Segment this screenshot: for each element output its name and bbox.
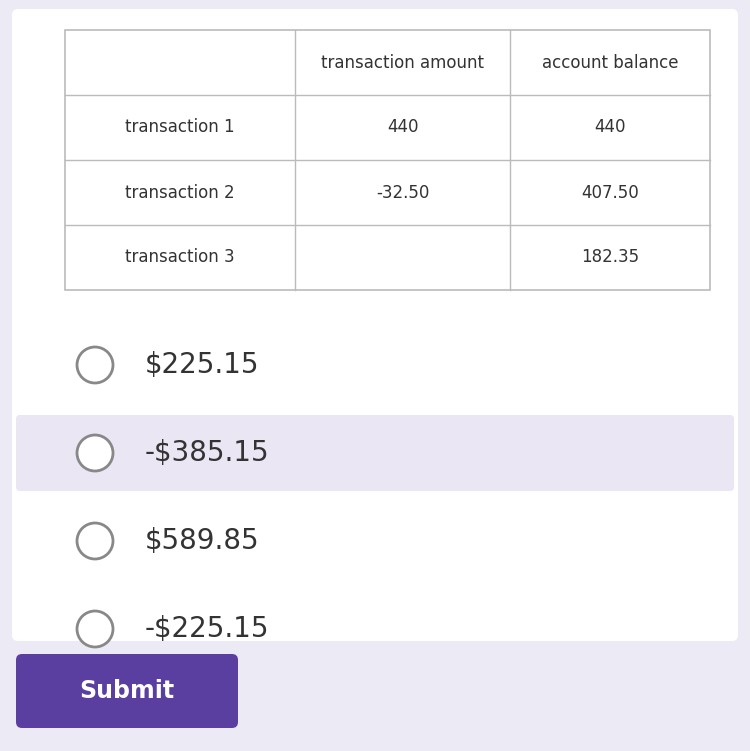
FancyBboxPatch shape	[16, 415, 734, 491]
Text: 407.50: 407.50	[581, 183, 639, 201]
Text: Submit: Submit	[80, 679, 175, 703]
Text: account balance: account balance	[542, 53, 678, 71]
Text: transaction 3: transaction 3	[125, 249, 235, 267]
Circle shape	[77, 523, 113, 559]
Text: 182.35: 182.35	[581, 249, 639, 267]
Text: -32.50: -32.50	[376, 183, 429, 201]
Text: 440: 440	[594, 119, 626, 137]
Text: $589.85: $589.85	[145, 527, 260, 555]
Text: $225.15: $225.15	[145, 351, 260, 379]
Circle shape	[77, 435, 113, 471]
Text: transaction amount: transaction amount	[321, 53, 484, 71]
FancyBboxPatch shape	[16, 654, 238, 728]
Circle shape	[77, 611, 113, 647]
Text: -$385.15: -$385.15	[145, 439, 270, 467]
Text: 440: 440	[387, 119, 418, 137]
Circle shape	[77, 347, 113, 383]
Text: transaction 2: transaction 2	[125, 183, 235, 201]
Text: transaction 1: transaction 1	[125, 119, 235, 137]
Text: -$225.15: -$225.15	[145, 615, 269, 643]
FancyBboxPatch shape	[12, 9, 738, 641]
Bar	[65, 30, 710, 290]
